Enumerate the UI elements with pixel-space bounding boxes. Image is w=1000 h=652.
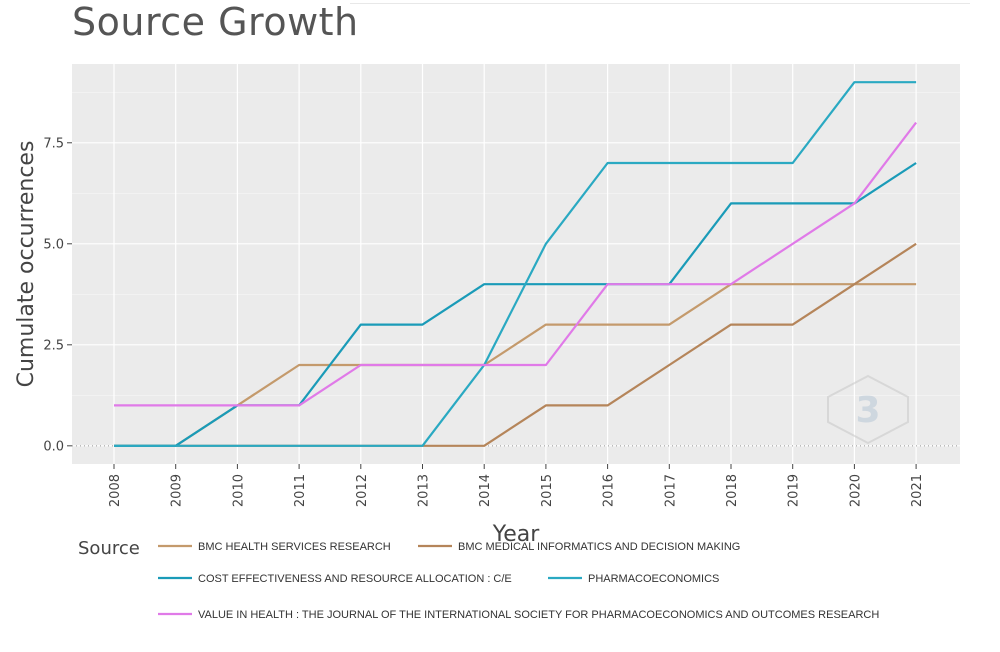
x-tick-label: 2012 [355,474,370,507]
axis-ticks: 0.0 2.5 5.0 7.5 2008 2009 2010 2011 2012 2013 2014… [43,136,925,507]
y-tick-label: 2.5 [43,338,64,353]
x-tick-label: 2018 [725,474,740,507]
legend-title: Source [78,538,140,559]
series-lines [114,81,917,447]
y-tick-label: 5.0 [43,237,64,252]
plot-background [72,64,960,464]
watermark-logo: 3 [827,374,909,445]
grid-minor [72,91,960,396]
chart-title: Source Growth [72,0,359,44]
legend-label: VALUE IN HEALTH : THE JOURNAL OF THE INT… [198,609,879,621]
x-tick-label: 2008 [108,474,123,507]
x-tick-label: 2014 [478,474,493,507]
x-tick-label: 2016 [602,474,617,507]
series-line-4 [114,121,917,407]
x-axis-label: Year [492,522,541,547]
x-tick-label: 2011 [293,474,308,507]
x-tick-label: 2021 [910,474,925,507]
legend-label: PHARMACOECONOMICS [588,573,719,585]
header-divider [350,3,970,4]
x-tick-label: 2019 [787,474,802,507]
x-tick-label: 2009 [170,474,185,507]
series-line-3 [114,81,917,447]
x-tick-label: 2015 [540,474,555,507]
series-line-0 [114,283,917,447]
legend-label: BMC HEALTH SERVICES RESEARCH [198,541,391,553]
x-tick-label: 2013 [417,474,432,507]
legend-label: BMC MEDICAL INFORMATICS AND DECISION MAK… [458,541,740,553]
x-tick-label: 2017 [663,474,678,507]
legend: BMC HEALTH SERVICES RESEARCH BMC MEDICAL … [158,541,879,621]
svg-text:3: 3 [855,390,880,431]
y-tick-label: 0.0 [43,439,64,454]
y-tick-label: 7.5 [43,136,64,151]
x-tick-label: 2010 [231,474,246,507]
grid-major [72,64,960,464]
x-tick-label: 2020 [848,474,863,507]
y-axis-label: Cumulate occurrences [14,141,39,388]
legend-label: COST EFFECTIVENESS AND RESOURCE ALLOCATI… [198,573,512,585]
